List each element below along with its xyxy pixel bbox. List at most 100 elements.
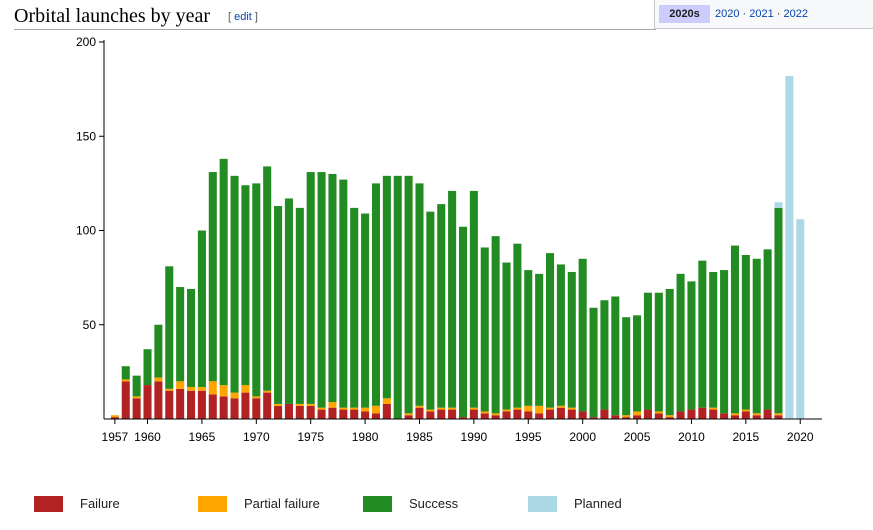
bar-failure-1974 bbox=[295, 405, 304, 419]
bar-success-1976 bbox=[317, 172, 326, 408]
bar-success-1987 bbox=[437, 204, 446, 408]
bar-failure-1975 bbox=[306, 405, 315, 419]
bar-success-2018 bbox=[774, 207, 783, 414]
bar-partial-failure-1992 bbox=[491, 413, 500, 416]
bar-partial-failure-1998 bbox=[556, 405, 565, 408]
bar-partial-failure-1970 bbox=[252, 396, 261, 399]
x-tick-label-1970: 1970 bbox=[243, 430, 270, 444]
edit-link[interactable]: edit bbox=[234, 11, 252, 23]
bar-failure-1967 bbox=[219, 396, 228, 419]
x-tick-label-1990: 1990 bbox=[461, 430, 488, 444]
bar-partial-failure-2018 bbox=[774, 413, 783, 416]
bar-success-2016 bbox=[752, 258, 761, 414]
bar-success-1967 bbox=[219, 158, 228, 386]
bar-partial-failure-1977 bbox=[328, 402, 337, 408]
bar-failure-1960 bbox=[143, 385, 152, 419]
bar-success-1999 bbox=[567, 271, 576, 408]
bar-failure-1957 bbox=[110, 417, 119, 419]
bar-partial-failure-2014 bbox=[730, 413, 739, 416]
bar-failure-2003 bbox=[611, 415, 620, 419]
bar-partial-failure-1987 bbox=[437, 407, 446, 410]
bar-failure-1980 bbox=[361, 411, 370, 419]
bar-success-1966 bbox=[208, 172, 217, 382]
bar-partial-failure-1997 bbox=[546, 407, 555, 410]
bar-failure-1995 bbox=[524, 411, 533, 419]
x-tick-label-1995: 1995 bbox=[515, 430, 542, 444]
bar-success-1989 bbox=[458, 226, 468, 418]
bar-failure-1998 bbox=[556, 407, 565, 419]
bar-planned-2019 bbox=[785, 75, 794, 420]
bar-success-1996 bbox=[535, 273, 544, 406]
bar-success-1986 bbox=[426, 211, 435, 410]
bar-failure-2015 bbox=[741, 411, 750, 419]
bar-partial-failure-1974 bbox=[295, 403, 304, 406]
bar-success-2001 bbox=[589, 307, 598, 418]
bar-success-2014 bbox=[730, 245, 739, 414]
navbox-year-2022[interactable]: 2022 bbox=[783, 8, 809, 20]
bar-success-1964 bbox=[187, 288, 196, 387]
legend-label-partial-failure: Partial failure bbox=[244, 496, 320, 511]
bar-failure-1996 bbox=[535, 413, 544, 419]
edit-section: [ edit ] bbox=[228, 11, 258, 23]
bar-partial-failure-1991 bbox=[480, 411, 489, 414]
bar-success-1977 bbox=[328, 173, 337, 403]
x-tick-label-1975: 1975 bbox=[297, 430, 324, 444]
bar-partial-failure-2015 bbox=[741, 409, 750, 412]
bar-success-1960 bbox=[143, 349, 152, 386]
bar-partial-failure-1988 bbox=[448, 407, 457, 410]
bar-failure-1993 bbox=[502, 411, 511, 419]
bar-failure-2012 bbox=[709, 409, 718, 419]
bar-failure-1984 bbox=[404, 415, 413, 419]
y-tick-label-200: 200 bbox=[76, 35, 96, 49]
x-tick-label-1960: 1960 bbox=[134, 430, 161, 444]
bar-success-2010 bbox=[687, 281, 696, 410]
bar-failure-2006 bbox=[643, 409, 652, 419]
bar-failure-1987 bbox=[437, 409, 446, 419]
bar-failure-1963 bbox=[176, 388, 185, 419]
x-tick-label-1985: 1985 bbox=[406, 430, 433, 444]
bar-failure-2005 bbox=[633, 415, 642, 419]
x-tick-label-1957: 1957 bbox=[102, 430, 129, 444]
bar-success-1973 bbox=[284, 198, 293, 404]
bar-success-1980 bbox=[361, 213, 370, 408]
bar-failure-2004 bbox=[622, 417, 631, 419]
bar-success-1991 bbox=[480, 247, 489, 412]
bar-failure-1994 bbox=[513, 409, 522, 419]
bar-success-1992 bbox=[491, 236, 500, 414]
bar-partial-failure-1981 bbox=[371, 405, 380, 414]
x-tick-label-2020: 2020 bbox=[787, 430, 814, 444]
bar-partial-failure-1990 bbox=[469, 407, 478, 410]
bar-partial-failure-1972 bbox=[274, 403, 283, 406]
bar-partial-failure-1980 bbox=[361, 407, 370, 412]
navbox-year-2020[interactable]: 2020 bbox=[715, 8, 740, 20]
bar-failure-2007 bbox=[654, 413, 663, 419]
bar-partial-failure-2004 bbox=[622, 415, 631, 418]
bar-success-1982 bbox=[382, 175, 391, 399]
legend-label-success: Success bbox=[409, 496, 459, 511]
bar-failure-1985 bbox=[415, 407, 424, 419]
bar-success-1983 bbox=[393, 175, 402, 419]
x-tick-label-2000: 2000 bbox=[569, 430, 596, 444]
bar-success-1981 bbox=[371, 183, 380, 406]
bar-partial-failure-1999 bbox=[567, 407, 576, 410]
bar-partial-failure-1978 bbox=[339, 407, 348, 410]
bar-success-1963 bbox=[176, 287, 185, 382]
bar-success-1970 bbox=[252, 183, 261, 397]
legend-label-failure: Failure bbox=[80, 496, 120, 511]
bar-success-1988 bbox=[448, 190, 457, 408]
navbox-year-2021[interactable]: 2021 bbox=[749, 8, 774, 20]
bar-partial-failure-1967 bbox=[219, 385, 228, 397]
bar-success-1995 bbox=[524, 270, 533, 406]
bar-success-1971 bbox=[263, 166, 272, 391]
bar-partial-failure-1984 bbox=[404, 413, 413, 416]
bar-failure-1979 bbox=[350, 409, 359, 419]
bar-success-2012 bbox=[709, 271, 718, 408]
bar-partial-failure-1976 bbox=[317, 407, 326, 410]
bar-partial-failure-1966 bbox=[208, 381, 217, 395]
bar-success-1990 bbox=[469, 190, 478, 408]
bar-success-1959 bbox=[132, 375, 141, 397]
bar-success-1972 bbox=[274, 206, 283, 404]
bar-partial-failure-1968 bbox=[230, 392, 239, 399]
legend-swatch-success bbox=[363, 496, 392, 512]
bar-success-2002 bbox=[600, 300, 609, 410]
